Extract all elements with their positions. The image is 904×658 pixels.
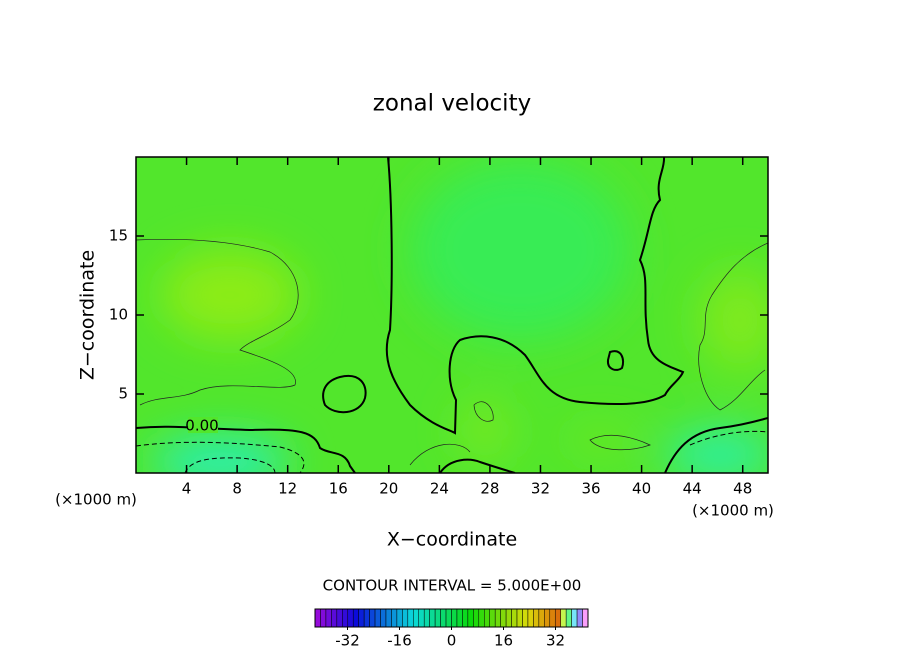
x-tick-label: 44 — [683, 480, 702, 498]
colorbar-cell — [336, 608, 343, 628]
x-tick-label: 48 — [733, 480, 752, 498]
x-axis-title: X−coordinate — [387, 529, 517, 551]
y-tick-label: 10 — [109, 306, 128, 324]
colorbar-cell — [571, 608, 578, 628]
colorbar-cell — [369, 608, 376, 628]
colorbar-cell — [582, 608, 589, 628]
colorbar-cell — [402, 608, 409, 628]
x-tick-label: 8 — [232, 480, 242, 498]
y-axis-title: Z−coordinate — [77, 250, 99, 380]
field — [136, 157, 768, 473]
colorbar-cell — [418, 608, 425, 628]
colorbar-cell — [462, 608, 469, 628]
x-tick-label: 16 — [329, 480, 348, 498]
colorbar-tick-label: 32 — [546, 632, 565, 650]
colorbar-cell — [380, 608, 387, 628]
colorbar-cell — [456, 608, 463, 628]
colorbar-cell — [320, 608, 327, 628]
colorbar-cell — [522, 608, 529, 628]
colorbar-cell — [538, 608, 545, 628]
x-tick-label: 28 — [480, 480, 499, 498]
colorbar-tick-label: -32 — [335, 632, 360, 650]
colorbar-cell — [440, 608, 447, 628]
y-tick-label: 15 — [109, 227, 128, 245]
colorbar-cell — [533, 608, 540, 628]
colorbar-cell — [331, 608, 338, 628]
colorbar-cell — [489, 608, 496, 628]
colorbar-cell — [391, 608, 398, 628]
colorbar-cell — [467, 608, 474, 628]
chart-title: zonal velocity — [373, 91, 531, 117]
colorbar-cell — [576, 608, 583, 628]
colorbar-cell — [352, 608, 359, 628]
colorbar-cell — [554, 608, 561, 628]
colorbar-tick-label: 16 — [494, 632, 513, 650]
colorbar-cell — [396, 608, 403, 628]
contour-label: 0.00 — [185, 417, 218, 435]
colorbar-cell — [413, 608, 419, 628]
x-tick-label: 20 — [379, 480, 398, 498]
label-bg — [188, 417, 218, 433]
colorbar-cell — [363, 608, 370, 628]
x-tick-label: 40 — [632, 480, 651, 498]
x-tick-label: 24 — [430, 480, 449, 498]
colorbar-cell — [565, 608, 572, 628]
colorbar: -32 -16 0 16 32 — [314, 608, 589, 650]
colorbar-cell — [385, 608, 392, 628]
colorbar-cell — [314, 608, 321, 628]
colorbar-cell — [445, 608, 452, 628]
colorbar-cell — [434, 608, 441, 628]
colorbar-cell — [473, 608, 480, 628]
colorbar-tick-label: 0 — [447, 632, 457, 650]
colorbar-cell — [484, 608, 490, 628]
colorbar-cell — [451, 608, 458, 628]
colorbar-cell — [544, 608, 551, 628]
colorbar-cell — [500, 608, 507, 628]
colorbar-cell — [505, 608, 512, 628]
colorbar-tick-label: -16 — [387, 632, 412, 650]
colorbar-cell — [560, 608, 567, 628]
colorbar-cell — [358, 608, 365, 628]
colorbar-cell — [407, 608, 414, 628]
colorbar-cell — [516, 608, 523, 628]
colorbar-cell — [423, 608, 430, 628]
colorbar-cell — [494, 608, 501, 628]
x-tick-label: 4 — [182, 480, 192, 498]
colorbar-cell — [342, 608, 349, 628]
x-tick-label: 36 — [581, 480, 600, 498]
colorbar-cell — [429, 608, 436, 628]
x-tick-label: 12 — [278, 480, 297, 498]
colorbar-cell — [549, 608, 556, 628]
colorbar-cell — [527, 608, 534, 628]
unit-label: (×1000 m) — [55, 491, 137, 509]
x-tick-label: 32 — [531, 480, 550, 498]
colorbar-cell — [478, 608, 485, 628]
unit-label: (×1000 m) — [692, 502, 774, 520]
y-tick-label: 5 — [118, 385, 128, 403]
colorbar-cell — [374, 608, 381, 628]
footnote: CONTOUR INTERVAL = 5.000E+00 — [323, 577, 582, 595]
colorbar-cell — [325, 608, 332, 628]
colorbar-cell — [511, 608, 518, 628]
colorbar-cell — [347, 608, 354, 628]
